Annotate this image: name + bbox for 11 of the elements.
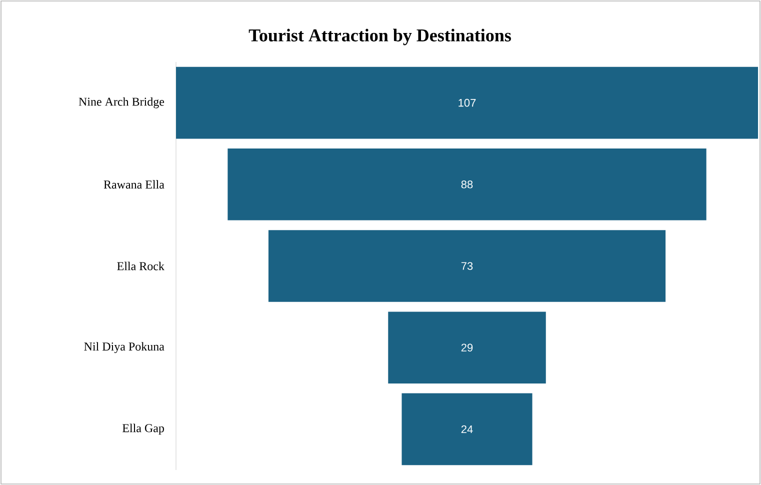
category-label: Ella Gap (122, 424, 164, 435)
data-label: 29 (461, 344, 473, 352)
category-label: Ella Rock (117, 262, 164, 270)
data-label: 88 (461, 180, 473, 188)
category-label: Nil Diya Pokuna (84, 342, 164, 354)
category-label: Nine Arch Bridge (78, 97, 164, 108)
data-label: 24 (461, 425, 473, 434)
category-label: Rawana Ella (104, 180, 164, 189)
data-label: 73 (461, 262, 473, 270)
text: Tourist Attraction by Destinations (248, 28, 511, 46)
data-label: 107 (458, 98, 476, 107)
